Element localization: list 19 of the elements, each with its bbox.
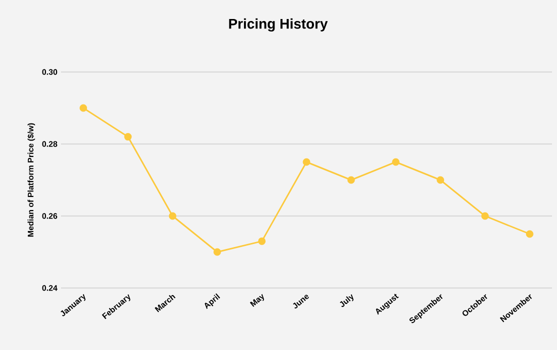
point xyxy=(481,212,489,220)
x-tick-label: May xyxy=(250,294,264,307)
point xyxy=(392,158,400,166)
point xyxy=(436,176,444,184)
point xyxy=(347,176,355,184)
point xyxy=(80,104,88,112)
y-tick-label: 0.30 xyxy=(42,69,58,75)
point xyxy=(213,248,221,256)
point xyxy=(302,158,310,166)
y-tick-label: 0.24 xyxy=(42,285,58,291)
y-tick-label: 0.26 xyxy=(42,213,58,219)
y-tick-label: 0.28 xyxy=(42,141,58,147)
point xyxy=(124,133,132,141)
chart-title: Pricing History xyxy=(229,18,328,32)
point xyxy=(526,230,534,238)
point xyxy=(258,237,266,245)
x-tick-label: July xyxy=(340,294,354,308)
point xyxy=(168,212,176,220)
y-axis-title: Median of Platform Price ($/w) xyxy=(27,123,36,237)
